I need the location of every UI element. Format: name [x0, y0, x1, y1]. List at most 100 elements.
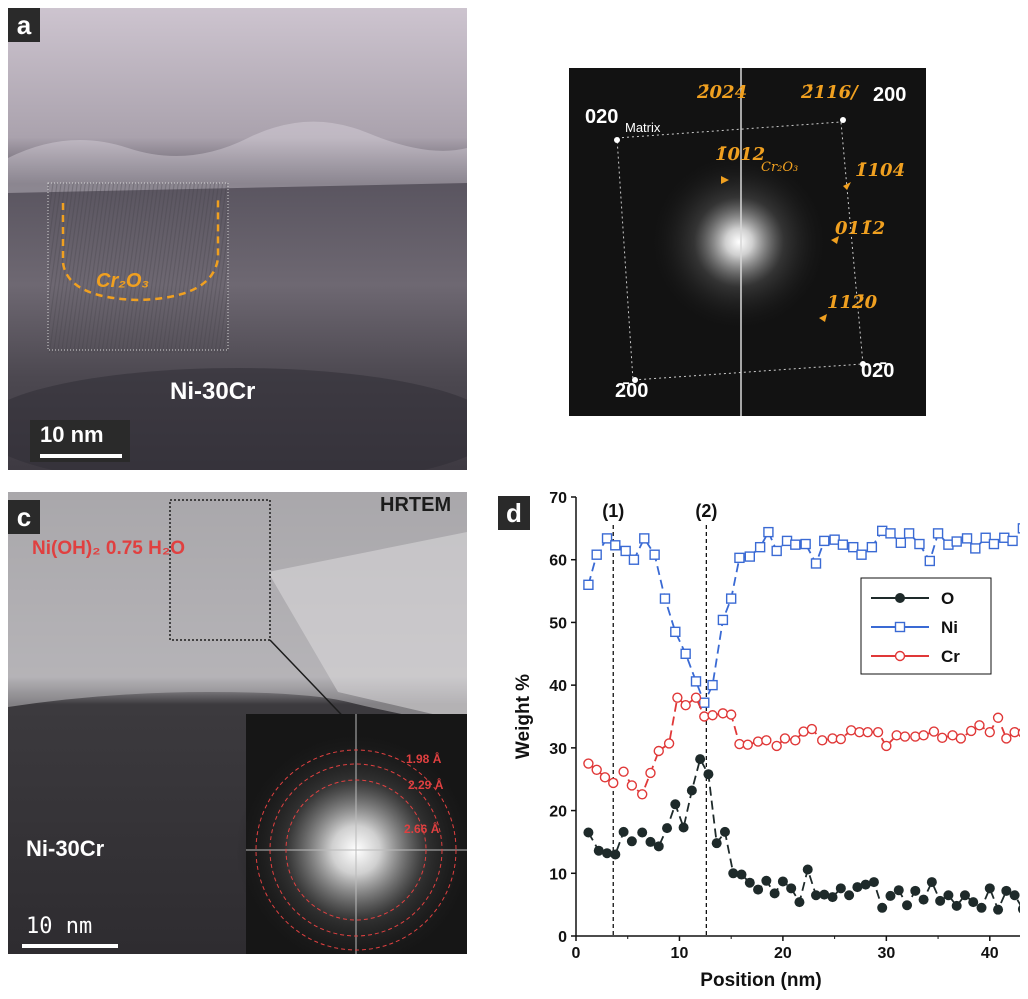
data-point [601, 533, 613, 544]
data-point [680, 648, 691, 659]
data-point [663, 738, 675, 749]
data-point [984, 726, 995, 738]
data-point [1017, 728, 1020, 738]
data-point [703, 769, 714, 780]
data-point [753, 884, 764, 895]
panel-a-oxide-label: Cr₂O₃ [96, 270, 150, 292]
data-point [779, 733, 791, 744]
panel-c-hrtem-image: c HRTEM Ni(OH)₂ 0.75 H₂O Ni-30Cr 10 nm 1… [8, 492, 467, 954]
panel-a-scale-label: 10 nm [40, 422, 104, 447]
data-point [678, 822, 689, 833]
data-point [1017, 523, 1020, 534]
data-point [895, 537, 907, 548]
series-line [587, 756, 1020, 913]
data-point [885, 528, 896, 539]
y-tick-label: 60 [549, 553, 567, 570]
data-point [872, 726, 884, 738]
data-point [943, 890, 954, 901]
data-point [618, 766, 629, 777]
data-point [728, 868, 739, 879]
data-point [935, 895, 946, 906]
data-point [690, 676, 702, 687]
data-point [918, 894, 929, 905]
data-point [951, 536, 962, 547]
data-point [1001, 733, 1012, 744]
data-point [699, 711, 710, 722]
data-point [877, 902, 888, 913]
data-point [744, 877, 755, 888]
marker-line-label: (1) [602, 501, 624, 521]
data-point [835, 733, 847, 745]
panel-c-material-label: Ni-30Cr [26, 836, 105, 861]
data-point [626, 780, 638, 791]
data-point [844, 890, 855, 901]
data-point [937, 732, 948, 744]
legend-label: Ni [941, 618, 958, 637]
data-point [835, 883, 846, 894]
data-point [599, 772, 611, 783]
panel-c-label: c [8, 500, 40, 534]
data-point [761, 875, 772, 886]
data-point [902, 900, 913, 911]
panel-a-tem-image: a Cr₂O₃ Ni-30Cr 10 nm [8, 8, 467, 470]
marker-lines: (1) (2) [602, 501, 717, 936]
data-point [653, 841, 664, 852]
data-point [763, 526, 774, 538]
data-point [819, 535, 830, 547]
data-point [895, 593, 905, 603]
data-point [591, 549, 602, 560]
data-point [602, 848, 613, 859]
data-point [695, 754, 706, 765]
data-point [707, 679, 718, 691]
y-tick-label: 70 [549, 490, 567, 507]
panel-b-spot-020-bottom: 02̄0 [861, 360, 895, 382]
panel-a-scale-line [40, 454, 122, 458]
data-point [717, 708, 729, 719]
panel-b-matrix-label: 020 [585, 106, 619, 128]
x-tick-label: 40 [981, 945, 999, 962]
panel-b-matrix-sub: Matrix [625, 120, 661, 135]
data-point [583, 579, 594, 591]
x-tick-label: 10 [671, 945, 689, 962]
data-point [645, 767, 656, 779]
data-point [1001, 885, 1012, 896]
data-point [734, 552, 745, 564]
data-point [583, 758, 594, 769]
data-point [848, 541, 859, 553]
data-point [620, 545, 631, 557]
panel-b-spot-1012: 1̄012 [715, 144, 766, 165]
data-point [928, 726, 940, 737]
y-tick-label: 40 [549, 678, 567, 695]
data-point [926, 877, 937, 888]
panel-a-label: a [8, 8, 40, 42]
data-point [980, 532, 991, 543]
data-point [639, 533, 650, 544]
panel-b-spot-2116: 2̄116/ [801, 82, 858, 103]
data-point [593, 845, 604, 856]
data-point [899, 731, 911, 742]
data-point [806, 723, 818, 735]
chart-legend: O Ni Cr [860, 577, 992, 675]
y-tick-label: 30 [549, 741, 567, 758]
data-point [914, 538, 925, 550]
panel-b-spot-2024: 2̄024 [697, 82, 748, 103]
data-point [852, 882, 863, 893]
panel-d-label: d [498, 496, 530, 530]
data-point [924, 555, 935, 567]
weight-profile-chart: 0 10 20 30 40 50 60 70 0 10 20 30 40 Position (nm) Wei… [513, 490, 1020, 991]
data-point [856, 549, 867, 560]
data-point [637, 789, 648, 800]
data-point [893, 885, 904, 896]
data-point [1009, 890, 1020, 901]
data-point [974, 720, 985, 731]
data-point [608, 777, 619, 789]
data-point [610, 540, 621, 551]
data-point [800, 538, 811, 550]
data-point [817, 735, 828, 746]
y-tick-label: 0 [558, 929, 567, 946]
x-axis-label: Position (nm) [700, 970, 821, 991]
data-point [690, 692, 702, 703]
data-point [790, 539, 801, 550]
data-point [736, 869, 747, 880]
data-point [645, 836, 656, 847]
